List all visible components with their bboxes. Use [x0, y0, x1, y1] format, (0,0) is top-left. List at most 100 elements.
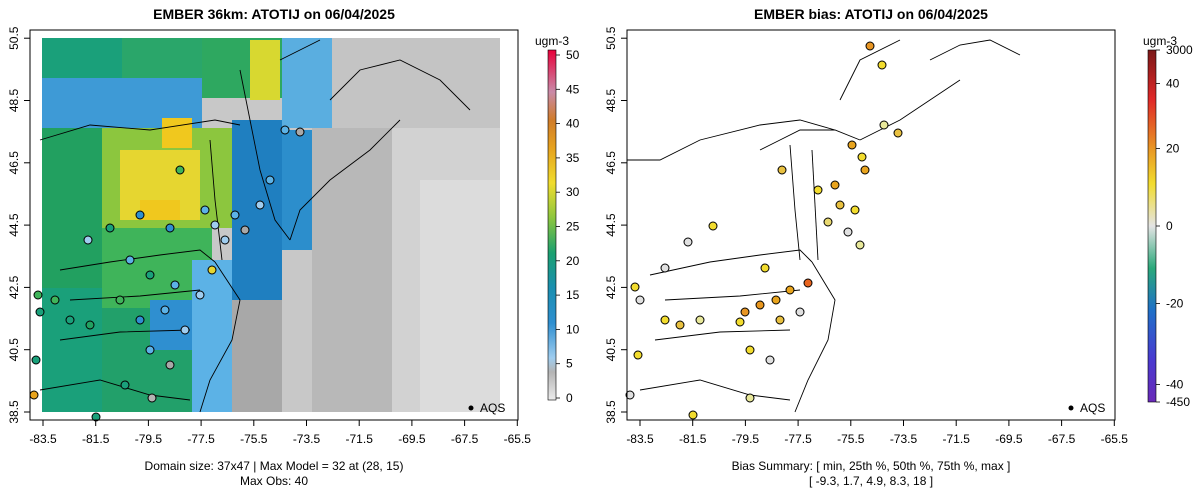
station-marker: [147, 393, 157, 403]
station-marker: [207, 265, 217, 275]
station-marker: [877, 60, 887, 70]
left-footer-line2: Max Obs: 40: [240, 474, 308, 488]
colorbar-tick-label: -40: [1166, 377, 1184, 391]
right-colorbar-labels: 3000 40 20 0 -20 -40 -450: [1156, 43, 1193, 409]
station-marker: [683, 237, 693, 247]
right-colorbar: [1147, 49, 1157, 403]
station-marker: [879, 120, 889, 130]
station-marker: [675, 320, 685, 330]
station-marker: [893, 128, 903, 138]
colorbar-tick-label: 30: [566, 185, 580, 199]
right-footer-line2: [ -9.3, 1.7, 4.9, 8.3, 18 ]: [809, 474, 933, 488]
station-marker: [85, 320, 95, 330]
colorbar-tick-label: 25: [566, 220, 580, 234]
left-colorbar-labels: 0 5 10 15 20 25 30 35 40 45 50: [556, 48, 580, 405]
station-marker: [823, 217, 833, 227]
y-tick-label: 50.5: [604, 26, 618, 50]
aqs-legend-marker: [1068, 405, 1074, 411]
station-marker: [765, 355, 775, 365]
left-colorbar-unit: ugm-3: [535, 34, 569, 48]
x-tick-label: -79.5: [732, 432, 760, 446]
x-tick-label: -81.5: [82, 432, 110, 446]
station-marker: [135, 315, 145, 325]
right-footer-line1: Bias Summary: [ min, 25th %, 50th %, 75t…: [732, 459, 1011, 473]
station-marker: [50, 295, 60, 305]
station-marker: [860, 165, 870, 175]
right-colorbar-unit: ugm-3: [1143, 34, 1177, 48]
right-panel: EMBER bias: ATOTIJ on 06/04/2025: [604, 6, 1193, 488]
station-marker: [865, 41, 875, 51]
station-marker: [830, 180, 840, 190]
y-tick-label: 44.5: [7, 213, 21, 237]
y-tick-label: 44.5: [604, 213, 618, 237]
station-marker: [115, 295, 125, 305]
right-title: EMBER bias: ATOTIJ on 06/04/2025: [754, 6, 988, 22]
colorbar-tick-label: 10: [566, 322, 580, 336]
x-tick-label: -65.5: [504, 432, 532, 446]
colorbar-tick-label: 15: [566, 288, 580, 302]
station-marker: [850, 205, 860, 215]
colorbar-tick-label: 45: [566, 82, 580, 96]
y-tick-label: 46.5: [604, 151, 618, 175]
right-aqs-label: AQS: [1080, 401, 1105, 415]
station-marker: [795, 307, 805, 317]
x-tick-label: -69.5: [398, 432, 426, 446]
x-tick-label: -73.5: [293, 432, 321, 446]
station-marker: [777, 165, 787, 175]
station-marker: [835, 200, 845, 210]
station-marker: [170, 280, 180, 290]
station-marker: [847, 140, 857, 150]
colorbar-tick-label: 40: [566, 117, 580, 131]
colorbar-tick-label: 0: [566, 391, 573, 405]
station-marker: [633, 350, 643, 360]
station-marker: [740, 307, 750, 317]
station-marker: [855, 240, 865, 250]
station-marker: [771, 295, 781, 305]
station-marker: [843, 227, 853, 237]
x-tick-label: -65.5: [1101, 432, 1129, 446]
station-marker: [125, 255, 135, 265]
colorbar-tick-label: 3000: [1166, 43, 1193, 57]
station-marker: [745, 345, 755, 355]
station-marker: [33, 290, 43, 300]
station-marker: [145, 270, 155, 280]
x-tick-label: -75.5: [837, 432, 865, 446]
x-tick-label: -69.5: [995, 432, 1023, 446]
colorbar-tick-label: 20: [1166, 142, 1180, 156]
y-tick-label: 46.5: [7, 151, 21, 175]
x-tick-label: -77.5: [187, 432, 215, 446]
x-tick-label: -83.5: [626, 432, 654, 446]
x-tick-label: -77.5: [784, 432, 812, 446]
colorbar-tick-label: -20: [1166, 296, 1184, 310]
x-tick-label: -81.5: [679, 432, 707, 446]
right-plot-frame: [626, 29, 1116, 421]
y-tick-label: 48.5: [604, 88, 618, 112]
station-marker: [760, 263, 770, 273]
station-marker: [145, 345, 155, 355]
colorbar-tick-label: 35: [566, 151, 580, 165]
left-panel: EMBER 36km: ATOTIJ on 06/04/2025: [7, 6, 580, 488]
left-colorbar: [547, 49, 557, 401]
station-marker: [135, 210, 145, 220]
x-tick-label: -79.5: [135, 432, 163, 446]
station-marker: [210, 220, 220, 230]
station-marker: [255, 200, 265, 210]
station-marker: [280, 125, 290, 135]
station-marker: [83, 235, 93, 245]
station-marker: [785, 285, 795, 295]
x-tick-label: -67.5: [1048, 432, 1076, 446]
colorbar-tick-label: 50: [566, 48, 580, 62]
station-marker: [165, 223, 175, 233]
colorbar-tick-label: 5: [566, 357, 573, 371]
station-marker: [660, 315, 670, 325]
colorbar-tick-label: 20: [566, 254, 580, 268]
station-marker: [200, 205, 210, 215]
right-x-axis: -83.5 -81.5 -79.5 -77.5 -75.5 -73.5 -71.5 -69.5…: [626, 420, 1128, 446]
station-marker: [803, 278, 813, 288]
station-marker: [708, 221, 718, 231]
colorbar-tick-label: -450: [1166, 395, 1190, 409]
x-tick-label: -67.5: [451, 432, 479, 446]
station-marker: [120, 380, 130, 390]
station-marker: [35, 307, 45, 317]
